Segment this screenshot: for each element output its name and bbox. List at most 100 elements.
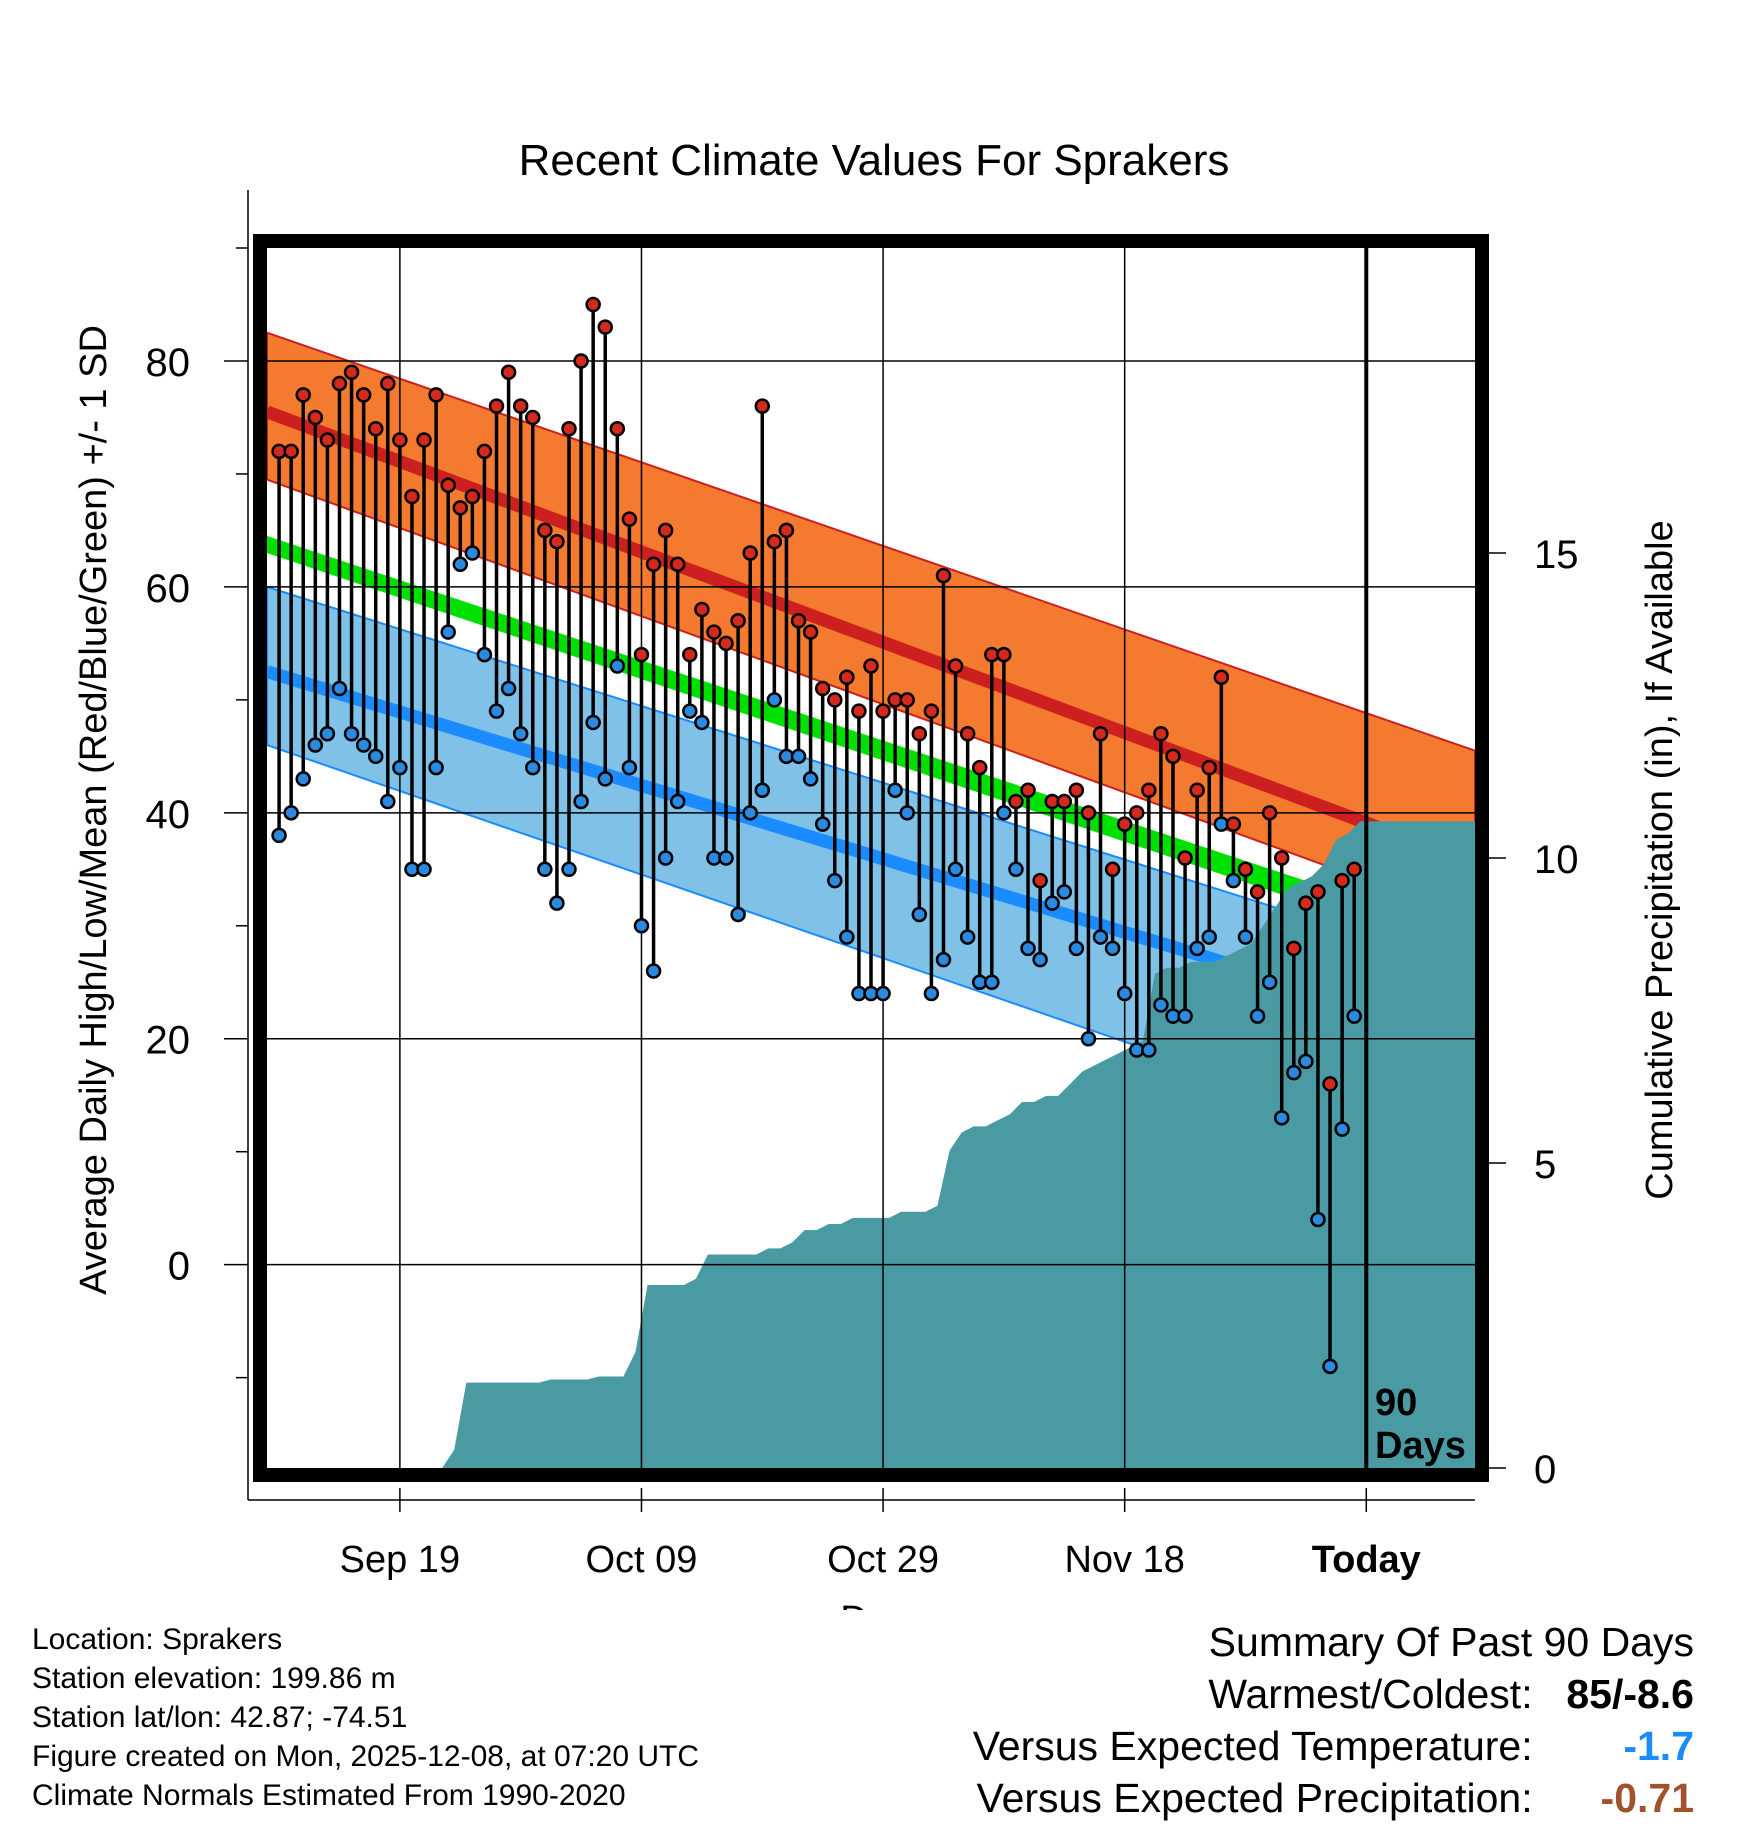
daily-high-point	[706, 624, 722, 640]
precip-value: -0.71	[1600, 1775, 1694, 1821]
daily-low-point	[1346, 1008, 1362, 1024]
warmest-label: Warmest/Coldest:	[1208, 1671, 1533, 1717]
daily-low-point	[1080, 1030, 1097, 1047]
daily-high-point	[1261, 805, 1278, 821]
daily-low-point	[355, 737, 372, 753]
daily-high-point	[1020, 782, 1036, 798]
daily-low-point	[476, 646, 493, 663]
daily-high-point	[1129, 805, 1145, 821]
daily-low-point	[1104, 940, 1121, 957]
daily-low-point	[1286, 1064, 1302, 1081]
climate-chart: Recent Climate Values For Sprakers 0 20 40…	[73, 136, 1681, 1610]
daily-low-point	[1177, 1008, 1193, 1024]
normals-text: Climate Normals Estimated From 1990-2020	[32, 1779, 626, 1812]
daily-high-point	[947, 658, 964, 674]
daily-low-point	[525, 759, 541, 776]
daily-high-point	[549, 533, 565, 550]
daily-high-point	[1322, 1076, 1338, 1092]
x-tick-label: Oct 09	[586, 1539, 698, 1581]
daily-high-point	[1273, 850, 1290, 866]
daily-high-point	[307, 409, 324, 426]
daily-low-point	[887, 782, 903, 798]
daily-low-point	[1334, 1121, 1350, 1137]
daily-high-point	[899, 692, 915, 708]
chart-title: Recent Climate Values For Sprakers	[519, 136, 1230, 185]
daily-high-point	[319, 432, 336, 448]
daily-high-point	[875, 703, 891, 719]
daily-low-point	[694, 714, 710, 731]
created-text: Figure created on Mon, 2025-12-08, at 07…	[32, 1740, 700, 1773]
daily-high-point	[682, 646, 698, 663]
daily-low-point	[657, 850, 674, 866]
daily-high-point	[476, 443, 493, 460]
daily-high-point	[1249, 884, 1266, 900]
daily-low-point	[1261, 974, 1278, 991]
daily-low-point	[839, 929, 855, 945]
precip-label: Versus Expected Precipitation:	[976, 1775, 1533, 1821]
today-label-line2: Days	[1375, 1425, 1466, 1467]
daily-high-point	[1032, 872, 1048, 889]
daily-high-point	[597, 319, 613, 335]
daily-high-point	[851, 703, 867, 719]
temp-value: -1.7	[1623, 1723, 1694, 1769]
latlon-text: Station lat/lon: 42.87; -74.51	[32, 1701, 408, 1734]
daily-low-point	[1298, 1053, 1314, 1070]
daily-low-point	[271, 827, 287, 844]
daily-high-point	[1141, 782, 1157, 798]
daily-low-point	[331, 680, 348, 697]
precip-tick-label: 0	[1534, 1448, 1556, 1492]
daily-low-point	[1153, 997, 1169, 1013]
daily-high-point	[633, 646, 650, 663]
daily-high-point	[778, 522, 795, 539]
daily-low-point	[380, 793, 396, 810]
daily-low-point	[500, 680, 517, 697]
daily-high-point	[911, 725, 928, 742]
daily-low-point	[827, 872, 843, 889]
daily-low-point	[682, 703, 698, 719]
daily-high-point	[1080, 805, 1097, 821]
daily-low-point	[319, 725, 336, 742]
daily-low-point	[1044, 895, 1060, 911]
daily-high-point	[645, 556, 662, 573]
daily-high-point	[1310, 884, 1326, 900]
daily-low-point	[935, 951, 952, 968]
daily-low-point	[597, 771, 613, 787]
elevation-text: Station elevation: 199.86 m	[32, 1662, 396, 1695]
daily-low-point	[452, 556, 469, 573]
daily-low-point	[464, 545, 481, 561]
high-normal-line	[264, 405, 1478, 870]
daily-low-point	[1068, 940, 1085, 957]
daily-high-point	[1286, 940, 1302, 957]
x-tick-label: Oct 29	[827, 1539, 939, 1581]
daily-low-point	[1189, 940, 1205, 957]
daily-high-point	[585, 296, 601, 313]
daily-low-point	[537, 861, 553, 878]
daily-high-point	[935, 567, 952, 584]
temp-label: Versus Expected Temperature:	[972, 1723, 1533, 1769]
daily-high-point	[367, 420, 384, 437]
daily-high-point	[1116, 816, 1133, 832]
precip-axis-label: Cumulative Precipitation (in), If Availa…	[1639, 520, 1681, 1199]
daily-high-point	[1092, 725, 1109, 742]
daily-low-point	[959, 929, 976, 945]
x-tick-label: Nov 18	[1064, 1539, 1184, 1581]
daily-low-point	[1141, 1042, 1157, 1058]
y-tick-label: 40	[146, 793, 191, 837]
daily-low-point	[718, 850, 734, 866]
location-text: Location: Sprakers	[32, 1623, 283, 1656]
daily-low-point	[343, 725, 360, 742]
daily-high-point	[1177, 850, 1193, 866]
today-label-line1: 90	[1375, 1382, 1417, 1424]
daily-low-point	[1322, 1358, 1338, 1375]
daily-high-point	[802, 624, 819, 640]
daily-high-point	[404, 488, 420, 505]
daily-high-point	[392, 432, 408, 448]
daily-high-point	[1104, 861, 1121, 878]
daily-high-point	[839, 669, 855, 686]
daily-high-point	[1165, 748, 1181, 765]
daily-high-point	[343, 364, 360, 381]
daily-high-point	[1213, 669, 1230, 686]
daily-high-point	[1068, 782, 1085, 798]
x-tick-label: Today	[1312, 1539, 1421, 1581]
daily-high-point	[428, 387, 444, 403]
